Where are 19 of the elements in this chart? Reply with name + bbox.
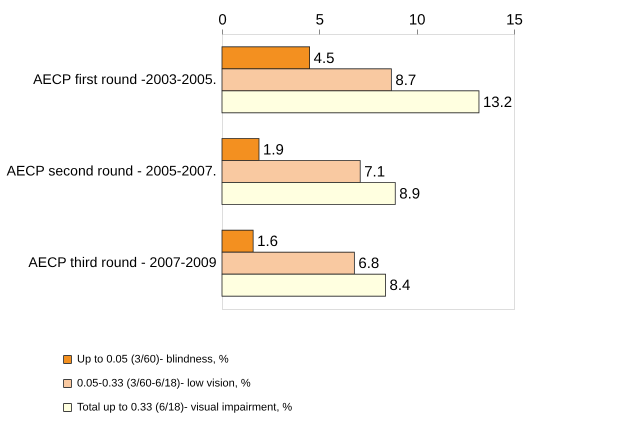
- y-tick-label: AECP third round - 2007-2009: [28, 254, 217, 270]
- x-tick-label: 0: [218, 12, 227, 28]
- legend-label: Total up to 0.33 (6/18)- visual impairment, %: [77, 402, 292, 414]
- data-label: 7.1: [364, 164, 386, 180]
- legend-label: Up to 0.05 (3/60)- blindness, %: [77, 354, 229, 366]
- data-label: 8.9: [399, 186, 420, 202]
- data-label: 1.6: [257, 233, 278, 250]
- data-label: 8.7: [395, 72, 416, 89]
- data-label: 13.2: [482, 94, 512, 111]
- x-tick-label: 15: [506, 12, 523, 28]
- data-label: 1.9: [262, 142, 284, 158]
- x-tick-label: 10: [408, 12, 426, 28]
- y-tick-label: AECP first round -2003-2005.: [33, 70, 216, 87]
- data-label: 6.8: [358, 255, 380, 272]
- x-tick-label: 5: [316, 12, 324, 28]
- data-label: 4.5: [314, 50, 334, 67]
- legend-label: 0.05-0.33 (3/60-6/18)- low vision, %: [77, 378, 251, 390]
- y-tick-label: AECP second round - 2005-2007.: [6, 162, 216, 178]
- data-label: 8.4: [390, 277, 410, 294]
